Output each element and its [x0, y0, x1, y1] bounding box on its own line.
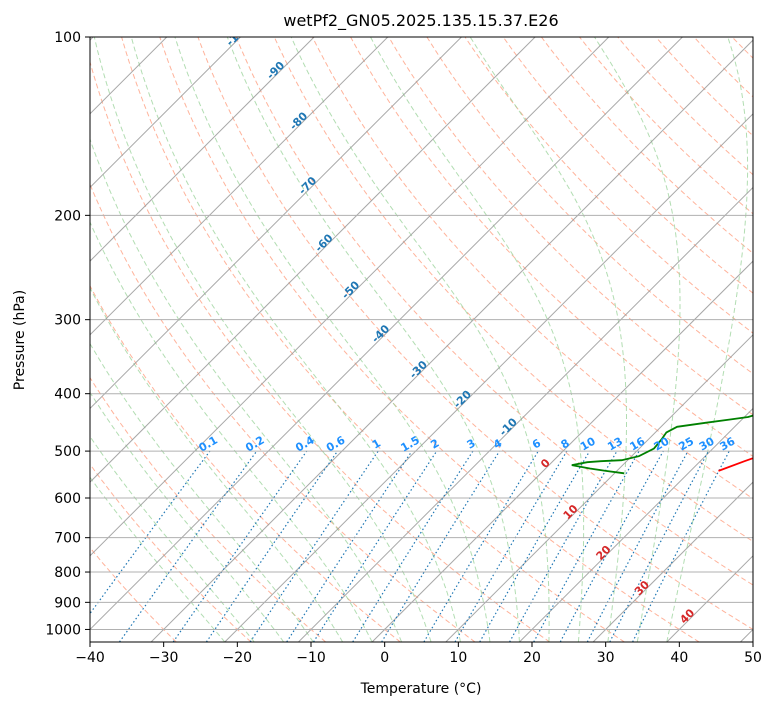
mixing-ratio-line — [632, 450, 730, 642]
dry-adiabat-line — [311, 37, 753, 500]
profile-lines — [571, 414, 753, 475]
dry-adiabat-line — [121, 37, 625, 642]
pressure-gridlines — [90, 37, 753, 630]
y-tick-label: 200 — [54, 208, 81, 224]
isotherm-line — [224, 113, 753, 642]
dry-adiabat-line — [159, 37, 700, 642]
mixing-ratio-line — [286, 450, 413, 642]
dry-adiabat-line — [90, 60, 551, 642]
moist-adiabat-line — [90, 342, 314, 642]
y-tick-label: 100 — [54, 30, 81, 46]
dry-adiabat-line — [235, 37, 753, 586]
isotherms — [90, 37, 753, 642]
moist-adiabat-line — [666, 37, 749, 642]
y-axis-label: Pressure (hPa) — [12, 290, 28, 390]
x-tick-label: −30 — [149, 650, 179, 666]
isotherm-label: -100 — [224, 20, 253, 49]
x-tick-label: 40 — [670, 650, 688, 666]
isotherm-line — [90, 37, 683, 631]
isotherm-line — [150, 39, 753, 642]
isotherm-line — [90, 37, 610, 557]
dry-adiabat-line — [90, 463, 252, 642]
series-line-dewpoint — [571, 414, 753, 475]
dry-adiabat-line — [502, 37, 753, 294]
mixing-ratio-line — [205, 450, 338, 642]
chart-title: wetPf2_GN05.2025.135.15.37.E26 — [283, 11, 558, 31]
moist-adiabat-line — [90, 286, 344, 642]
moist-adiabat-line — [130, 37, 461, 642]
dry-adiabat-line — [90, 183, 476, 642]
plot-frame — [89, 36, 754, 643]
moist-adiabats — [90, 37, 749, 642]
x-tick-label: −40 — [75, 650, 105, 666]
isotherm-line — [90, 37, 536, 483]
mixing-ratio-line — [249, 450, 379, 642]
mixing-ratio-line — [312, 450, 438, 642]
isotherm-line — [90, 37, 389, 336]
moist-adiabat-line — [594, 37, 681, 642]
y-tick-label: 700 — [54, 531, 81, 547]
mixing-ratio-line — [172, 450, 308, 642]
isotherm-line — [90, 37, 241, 189]
x-tick-label: 0 — [380, 650, 389, 666]
isotherm-line — [90, 37, 315, 262]
mixing-ratio-line — [119, 450, 258, 642]
y-tick-label: 1000 — [45, 622, 81, 638]
x-tick-label: 50 — [744, 650, 762, 666]
mixing-ratio-line — [352, 450, 474, 642]
dry-adiabats — [90, 37, 753, 642]
isotherm-line — [519, 407, 753, 642]
x-tick-label: 20 — [523, 650, 541, 666]
moist-adiabat-line — [370, 37, 585, 642]
y-tick-label: 500 — [54, 444, 81, 460]
isotherm-line — [298, 186, 753, 642]
mixing-ratio-line — [381, 450, 501, 642]
moist-adiabat-line — [90, 220, 373, 642]
moist-adiabat-line — [93, 37, 432, 642]
mixing-ratio-lines — [90, 450, 730, 642]
isotherm-line — [592, 481, 753, 642]
y-tick-label: 900 — [54, 595, 81, 611]
dry-adiabat-line — [90, 376, 327, 642]
moist-adiabat-line — [469, 37, 627, 642]
dry-adiabat-line — [388, 37, 753, 416]
dry-adiabat-line — [197, 37, 753, 630]
x-axis-ticks: −40 −30 −20 −10 0 10 20 30 40 50 — [75, 642, 762, 666]
moist-adiabat-line — [290, 37, 550, 642]
mixing-ratio-line — [559, 450, 664, 642]
isotherm-line — [445, 334, 753, 642]
isotherm-line — [90, 37, 462, 410]
moist-adiabat-line — [90, 476, 226, 642]
moist-adiabat-line — [174, 37, 491, 642]
dry-adiabat-line — [90, 546, 177, 642]
y-tick-label: 400 — [54, 387, 81, 403]
moist-adiabat-line — [226, 37, 520, 642]
x-axis-label: Temperature (°C) — [360, 681, 482, 697]
mixing-ratio-line — [533, 450, 640, 642]
y-tick-label: 800 — [54, 565, 81, 581]
moist-adiabat-line — [90, 435, 255, 642]
mixing-ratio-line — [90, 450, 211, 615]
isotherm-line — [371, 260, 753, 642]
x-tick-label: 10 — [449, 650, 467, 666]
y-tick-label: 600 — [54, 491, 81, 507]
y-axis-ticks: 100 200 300 400 500 600 700 800 900 1000 — [45, 30, 90, 638]
dry-adiabat-line — [426, 37, 753, 375]
x-tick-label: 30 — [597, 650, 615, 666]
x-tick-label: −10 — [296, 650, 326, 666]
y-tick-label: 300 — [54, 313, 81, 329]
x-tick-label: −20 — [223, 650, 253, 666]
mixing-ratio-line — [509, 450, 618, 642]
